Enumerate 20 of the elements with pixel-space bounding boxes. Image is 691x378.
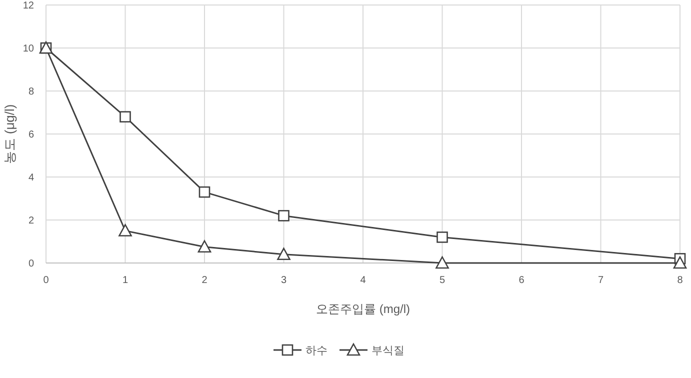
y-tick-label: 8: [28, 86, 34, 98]
y-tick-label: 6: [28, 130, 34, 140]
x-tick-label: 1: [122, 275, 128, 286]
legend-label: 부식질: [372, 344, 404, 357]
y-axis-title: 농도 (μg/l): [2, 104, 17, 164]
y-tick-label: 2: [28, 216, 34, 226]
x-tick-label: 4: [360, 275, 366, 286]
y-tick-label: 0: [28, 258, 34, 270]
x-tick-label: 6: [518, 275, 525, 286]
x-tick-label: 3: [280, 275, 287, 286]
legend-label: 하수: [306, 344, 328, 357]
y-tick-label: 10: [22, 44, 34, 54]
y-tick-label: 12: [22, 0, 34, 12]
x-tick-label: 2: [202, 275, 208, 286]
x-tick-label: 8: [677, 275, 684, 286]
x-axis-title: 오존주입률 (mg/l): [316, 302, 410, 316]
y-tick-label: 4: [28, 172, 34, 184]
x-tick-label: 0: [43, 275, 50, 286]
x-tick-label: 5: [439, 275, 446, 286]
x-tick-label: 7: [598, 275, 604, 286]
